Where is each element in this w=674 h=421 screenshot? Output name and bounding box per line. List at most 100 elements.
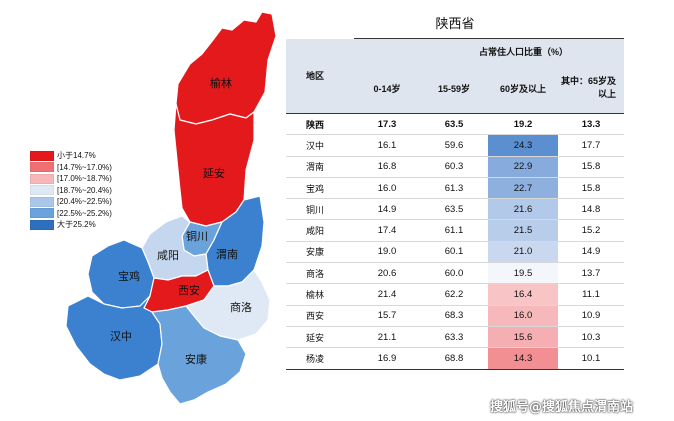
watermark: 搜狐号@搜狐焦点渭南站 [490,400,634,415]
shaanxi-map: 榆林 延安 铜川 渭南 咸阳 宝鸡 西安 商洛 汉中 安康 [65,11,277,405]
col-header-15-59: 15-59岁 [420,63,488,114]
region-cell: 西安 [306,312,325,323]
label-yulin: 榆林 [210,76,232,90]
cell-0-14: 17.4 [377,225,397,237]
table-row: 杨凌 16.9 68.8 14.3 10.1 [286,347,625,370]
region-yulin [175,11,277,125]
population-table: 地区 占常住人口比重（%） 0-14岁 15-59岁 60岁及以上 其中：65岁… [286,38,625,370]
cell-15-59: 68.3 [444,310,464,322]
region-cell: 安康 [306,248,325,259]
legend-label: [14.7%~17.0%) [57,162,112,172]
cell-0-14: 20.6 [377,267,397,279]
region-cell: 陕西 [306,120,325,131]
region-cell: 汉中 [306,141,325,152]
region-cell: 商洛 [306,269,325,280]
label-weinan: 渭南 [216,248,238,261]
table-row: 榆林 21.4 62.2 16.4 11.1 [286,283,625,306]
table-row: 汉中 16.1 59.6 24.3 17.7 [286,134,625,157]
label-yanan: 延安 [203,166,225,180]
table-row: 咸阳 17.4 61.1 21.5 15.2 [286,219,625,242]
label-shangluo: 商洛 [230,300,252,314]
legend-label: 大于25.2% [57,220,96,230]
legend-swatch [30,219,54,230]
legend-swatch [30,185,54,196]
cell-0-14: 16.0 [377,182,397,194]
cell-65plus: 14.8 [581,203,601,215]
cell-60plus: 21.5 [488,219,558,242]
legend-item: [20.4%~22.5%) [30,196,150,208]
cell-60plus: 21.0 [488,241,558,263]
cell-60plus: 16.4 [488,283,558,306]
region-cell: 渭南 [306,163,325,174]
cell-15-59: 63.5 [444,118,464,130]
cell-0-14: 16.9 [377,352,397,364]
cell-60plus: 24.3 [488,134,558,157]
cell-60plus: 14.3 [488,347,558,370]
legend-item: [14.7%~17.0%) [30,162,150,174]
cell-15-59: 63.5 [444,203,464,215]
region-cell: 杨凌 [306,354,325,365]
region-cell: 宝鸡 [306,184,325,195]
legend-item: [17.0%~18.7%) [30,173,150,185]
legend-swatch [30,196,54,207]
legend-swatch [30,150,54,161]
table-row: 西安 15.7 68.3 16.0 10.9 [286,305,625,327]
region-cell: 榆林 [306,291,325,302]
legend-item: [22.5%~25.2%) [30,208,150,220]
cell-60plus: 21.6 [488,198,558,220]
legend-label: [20.4%~22.5%) [57,197,112,207]
cell-60plus: 22.7 [488,177,558,199]
table-row: 渭南 16.8 60.3 22.9 15.8 [286,156,625,178]
cell-65plus: 10.9 [581,310,601,322]
cell-65plus: 10.1 [581,352,601,364]
cell-65plus: 14.9 [581,246,601,258]
table-row: 陕西 17.3 63.5 19.2 13.3 [286,113,625,135]
legend-label: 小于14.7% [57,151,96,161]
label-xian: 西安 [178,283,200,297]
col-header-65plus: 其中：65岁及以上 [558,63,625,114]
col-header-60plus: 60岁及以上 [488,63,558,114]
cell-0-14: 15.7 [377,310,397,322]
cell-15-59: 61.1 [444,225,464,237]
cell-65plus: 11.1 [582,289,600,301]
region-ankang [151,305,247,405]
cell-60plus: 15.6 [488,326,558,348]
table-row: 宝鸡 16.0 61.3 22.7 15.8 [286,177,625,199]
legend-label: [18.7%~20.4%) [57,185,112,195]
cell-65plus: 15.2 [581,225,601,237]
cell-0-14: 16.8 [377,161,397,173]
cell-65plus: 10.3 [581,331,601,343]
region-cell: 咸阳 [306,227,325,238]
data-table-panel: 陕西省 地区 占常住人口比重（%） 0-14岁 15-59岁 60岁及以上 其中… [286,12,625,370]
label-ankang: 安康 [185,352,207,366]
table-title: 陕西省 [435,17,475,32]
cell-0-14: 14.9 [377,203,397,215]
cell-15-59: 61.3 [444,182,464,194]
table-row: 安康 19.0 60.1 21.0 14.9 [286,241,625,263]
cell-65plus: 13.3 [581,118,601,130]
cell-60plus: 19.5 [488,262,558,284]
table-row: 延安 21.1 63.3 15.6 10.3 [286,326,625,348]
cell-15-59: 68.8 [444,352,464,364]
region-header: 地区 [286,38,354,114]
cell-15-59: 60.0 [444,267,464,279]
cell-0-14: 19.0 [377,246,397,258]
cell-15-59: 62.2 [444,289,464,301]
cell-65plus: 15.8 [581,161,601,173]
cell-65plus: 17.7 [581,139,601,151]
cell-65plus: 13.7 [581,267,601,279]
region-cell: 铜川 [306,205,325,216]
legend-swatch [30,208,54,219]
cell-0-14: 16.1 [377,139,397,151]
label-tongchuan: 铜川 [186,229,208,243]
legend-item: 小于14.7% [30,150,150,162]
cell-60plus: 22.9 [488,156,558,178]
legend-item: 大于25.2% [30,219,150,231]
legend-label: [17.0%~18.7%) [57,174,112,184]
super-header: 占常住人口比重（%） [354,38,625,63]
table-row: 商洛 20.6 60.0 19.5 13.7 [286,262,625,284]
cell-60plus: 19.2 [488,113,558,135]
cell-15-59: 63.3 [444,331,464,343]
region-cell: 延安 [306,333,325,344]
legend-item: [18.7%~20.4%) [30,185,150,197]
